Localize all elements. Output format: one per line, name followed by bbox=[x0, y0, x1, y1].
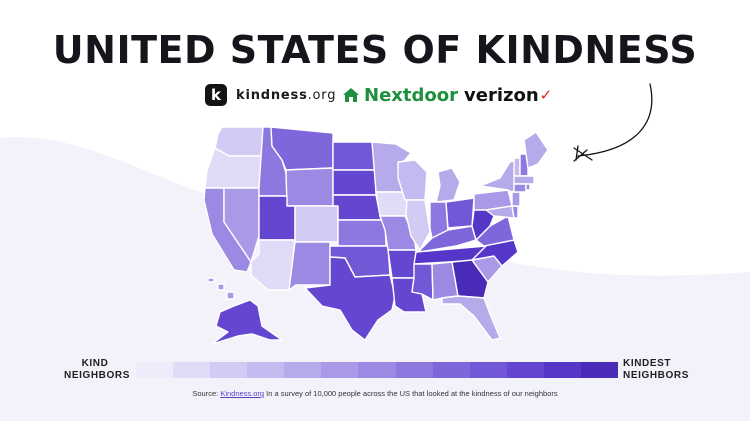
state-colorado[interactable] bbox=[294, 205, 339, 243]
legend-min-label: KIND NEIGHBORS bbox=[64, 358, 130, 382]
legend-swatch bbox=[173, 362, 211, 378]
verizon-text: verizon bbox=[464, 84, 539, 106]
legend-swatch bbox=[432, 362, 470, 378]
state-maine[interactable] bbox=[523, 131, 549, 169]
state-wyoming[interactable] bbox=[285, 167, 334, 207]
state-rhode-island[interactable] bbox=[525, 183, 531, 191]
state-new-mexico[interactable] bbox=[288, 241, 331, 291]
state-texas[interactable] bbox=[304, 256, 396, 341]
k-badge-icon: k bbox=[205, 84, 227, 106]
kindness-logo-text: kindness.org bbox=[236, 88, 336, 103]
state-hawaii[interactable] bbox=[207, 277, 235, 300]
legend-swatch bbox=[543, 362, 581, 378]
legend-swatch bbox=[321, 362, 359, 378]
state-connecticut[interactable] bbox=[513, 183, 527, 193]
source-prefix: Source: bbox=[192, 389, 221, 398]
legend-max-line1: KINDEST bbox=[623, 358, 672, 369]
state-north-dakota[interactable] bbox=[332, 141, 376, 171]
legend-min-line1: KIND bbox=[81, 358, 109, 369]
nextdoor-logo: Nextdoor bbox=[342, 82, 458, 108]
source-text: In a survey of 10,000 people across the … bbox=[264, 389, 558, 398]
partner-logos: k kindness.org Nextdoor verizon ✓ bbox=[0, 82, 750, 108]
kindness-org-logo: k kindness.org bbox=[205, 82, 336, 108]
verizon-check-icon: ✓ bbox=[539, 87, 553, 104]
house-icon bbox=[343, 88, 359, 102]
legend-max-label: KINDEST NEIGHBORS bbox=[623, 358, 695, 382]
state-michigan[interactable] bbox=[435, 167, 461, 203]
legend-max-line2: NEIGHBORS bbox=[623, 370, 689, 381]
state-massachusetts[interactable] bbox=[513, 175, 535, 185]
state-florida[interactable] bbox=[441, 295, 501, 341]
state-vermont[interactable] bbox=[513, 157, 521, 177]
legend-swatch bbox=[469, 362, 507, 378]
verizon-logo: verizon ✓ bbox=[464, 82, 552, 108]
state-kansas[interactable] bbox=[337, 219, 387, 247]
legend-color-scale bbox=[136, 362, 619, 378]
state-nevada[interactable] bbox=[223, 187, 260, 263]
legend-swatch bbox=[136, 362, 174, 378]
kindness-name: kindness bbox=[236, 87, 308, 103]
legend-swatch bbox=[284, 362, 322, 378]
state-georgia[interactable] bbox=[451, 259, 489, 299]
legend-swatch bbox=[247, 362, 285, 378]
state-arizona[interactable] bbox=[250, 239, 296, 291]
legend-swatch bbox=[395, 362, 433, 378]
legend-swatch bbox=[580, 362, 619, 378]
state-new-jersey[interactable] bbox=[511, 191, 521, 207]
curved-arrow-icon bbox=[573, 83, 653, 162]
state-south-dakota[interactable] bbox=[332, 169, 377, 196]
source-link[interactable]: Kindness.org bbox=[220, 389, 265, 398]
nextdoor-text: Nextdoor bbox=[364, 84, 458, 106]
legend-min-line2: NEIGHBORS bbox=[64, 370, 130, 381]
state-ohio[interactable] bbox=[445, 197, 475, 229]
legend-swatch bbox=[506, 362, 544, 378]
legend-swatch bbox=[210, 362, 248, 378]
state-north-carolina[interactable] bbox=[471, 239, 519, 267]
state-arkansas[interactable] bbox=[387, 249, 417, 279]
source-caption: Source: Kindness.org In a survey of 10,0… bbox=[0, 389, 750, 398]
kindness-suffix: .org bbox=[307, 87, 337, 103]
page-title: UNITED STATES OF KINDNESS bbox=[52, 28, 698, 72]
state-alaska[interactable] bbox=[211, 299, 283, 345]
state-nebraska[interactable] bbox=[332, 194, 382, 221]
legend-swatch bbox=[358, 362, 396, 378]
